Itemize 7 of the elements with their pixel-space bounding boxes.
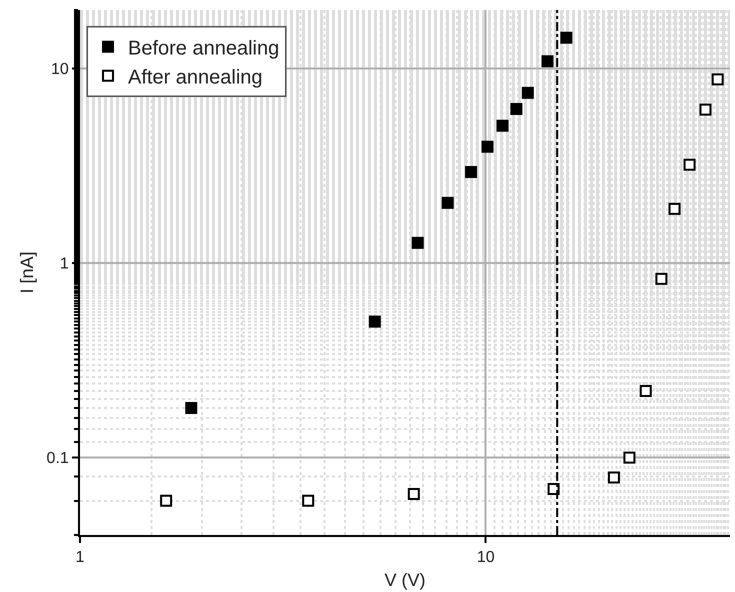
y-axis-title: I [nA] <box>17 251 38 294</box>
y-tick-label: 0.1 <box>46 450 69 468</box>
y-tick-label: 10 <box>51 61 69 78</box>
legend-label: Before annealing <box>128 38 280 60</box>
y-tick-label: 1 <box>60 256 69 273</box>
x-axis-title: V (V) <box>384 570 426 590</box>
legend-label: After annealing <box>128 66 263 89</box>
